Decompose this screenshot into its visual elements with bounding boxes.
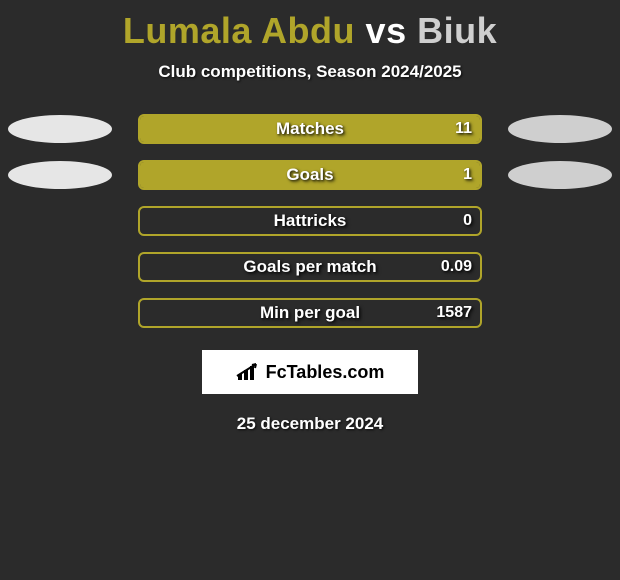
bar-label: Min per goal xyxy=(140,300,480,326)
stat-rows: Matches11 Goals1 Hattricks0 Goals per match… xyxy=(0,114,620,328)
stat-row: Goals per match0.09 xyxy=(0,252,620,282)
ellipse-left xyxy=(8,161,112,189)
bar-value: 0.09 xyxy=(441,254,472,280)
logo-text: FcTables.com xyxy=(266,362,385,383)
bar-track: Hattricks0 xyxy=(138,206,482,236)
bar-value: 1587 xyxy=(436,300,472,326)
bar-track: Goals per match0.09 xyxy=(138,252,482,282)
bar-track: Min per goal1587 xyxy=(138,298,482,328)
title-vs: vs xyxy=(366,10,407,51)
date-text: 25 december 2024 xyxy=(0,414,620,434)
stat-row: Hattricks0 xyxy=(0,206,620,236)
bar-chart-icon xyxy=(236,362,262,382)
subtitle: Club competitions, Season 2024/2025 xyxy=(0,62,620,82)
bar-value: 0 xyxy=(463,208,472,234)
ellipse-right xyxy=(508,115,612,143)
stat-row: Min per goal1587 xyxy=(0,298,620,328)
bar-label: Matches xyxy=(140,116,480,142)
stat-row: Matches11 xyxy=(0,114,620,144)
stat-row: Goals1 xyxy=(0,160,620,190)
title-player2: Biuk xyxy=(417,10,497,51)
bar-track: Matches11 xyxy=(138,114,482,144)
bar-track: Goals1 xyxy=(138,160,482,190)
bar-label: Goals xyxy=(140,162,480,188)
bar-value: 1 xyxy=(463,162,472,188)
bar-value: 11 xyxy=(455,116,472,142)
bar-label: Goals per match xyxy=(140,254,480,280)
logo-box: FcTables.com xyxy=(202,350,418,394)
ellipse-left xyxy=(8,115,112,143)
title-player1: Lumala Abdu xyxy=(123,10,355,51)
bar-label: Hattricks xyxy=(140,208,480,234)
page-title: Lumala Abdu vs Biuk xyxy=(0,0,620,52)
ellipse-right xyxy=(508,161,612,189)
